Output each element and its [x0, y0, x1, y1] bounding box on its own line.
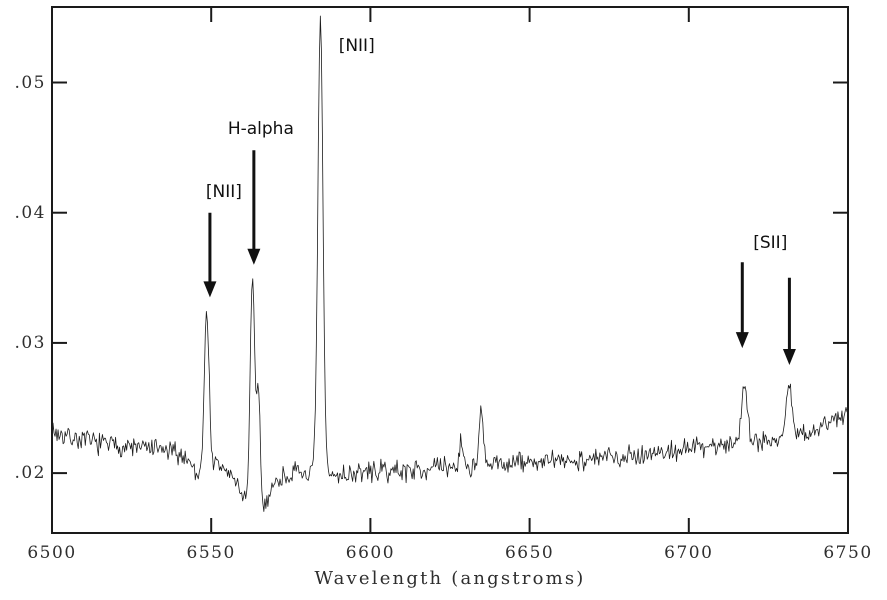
x-tick-label: 6500 [27, 543, 77, 563]
y-tick-label: .04 [14, 202, 46, 223]
line-label-nii: [NII] [338, 36, 375, 57]
annotation-arrow-head [735, 332, 749, 349]
annotation-arrow-head [782, 349, 796, 366]
x-tick-label: 6600 [345, 543, 396, 563]
x-tick-label: 6650 [504, 543, 555, 563]
line-label-nii: [NII] [205, 181, 242, 202]
x-axis-title: Wavelength (angstroms) [314, 568, 586, 589]
x-tick-label: 6550 [186, 543, 236, 563]
spectrum-trace [51, 15, 849, 512]
line-label-sii: [SII] [753, 232, 788, 253]
annotation-arrow-head [203, 281, 217, 298]
y-tick-label: .03 [14, 332, 46, 353]
plot-border [51, 6, 849, 534]
line-label-h-alpha: H-alpha [227, 119, 294, 140]
y-tick-label: .05 [14, 72, 46, 93]
y-tick-label: .02 [14, 463, 46, 484]
x-tick-label: 6750 [823, 543, 873, 563]
x-tick-label: 6700 [664, 543, 714, 563]
annotation-arrow-head [247, 248, 261, 265]
